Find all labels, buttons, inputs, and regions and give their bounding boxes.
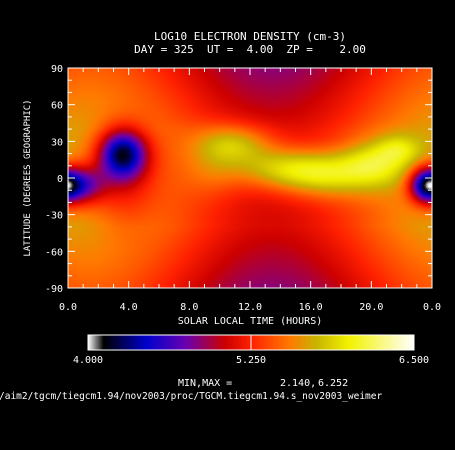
x-tick-label: 0.0	[59, 302, 77, 313]
y-tick-label: -30	[45, 211, 63, 222]
y-tick-label: 0	[57, 174, 63, 185]
x-tick-label: 16.0	[299, 302, 323, 313]
chart-title: LOG10 ELECTRON DENSITY (cm-3)	[154, 30, 346, 43]
min-max-label: MIN,MAX =	[178, 378, 232, 389]
heatmap-field	[68, 68, 432, 288]
y-tick-label: 60	[51, 101, 63, 112]
x-axis: 0.0 4.0 8.0 12.0 16.0 20.0 0.0	[59, 68, 441, 313]
y-tick-label: -60	[45, 247, 63, 258]
x-tick-label: 8.0	[180, 302, 198, 313]
y-tick-label: -90	[45, 284, 63, 295]
x-tick-label: 4.0	[120, 302, 138, 313]
y-axis-label: LATITUDE (DEGREES GEOGRAPHIC)	[23, 99, 33, 256]
x-axis-label: SOLAR LOCAL TIME (HOURS)	[178, 316, 323, 327]
footer-path: /aim2/tgcm/tiegcm1.94/nov2003/proc/TGCM.…	[0, 391, 382, 402]
y-axis: -90 -60 -30 0 30 60 90	[45, 64, 432, 295]
heatmap-plot	[67, 67, 433, 289]
max-value: 6.252	[318, 378, 348, 389]
chart-subtitle: DAY = 325 UT = 4.00 ZP = 2.00	[134, 43, 366, 56]
colorbar-label-min: 4.000	[73, 355, 103, 366]
x-tick-label: 0.0	[423, 302, 441, 313]
x-tick-label: 20.0	[359, 302, 383, 313]
y-tick-label: 90	[51, 64, 63, 75]
colorbar: 4.000 5.250 6.500	[73, 334, 429, 366]
min-value: 2.140,	[280, 378, 316, 389]
colorbar-label-mid: 5.250	[236, 355, 266, 366]
colorbar-label-max: 6.500	[399, 355, 429, 366]
y-tick-label: 30	[51, 137, 63, 148]
x-tick-label: 12.0	[238, 302, 262, 313]
